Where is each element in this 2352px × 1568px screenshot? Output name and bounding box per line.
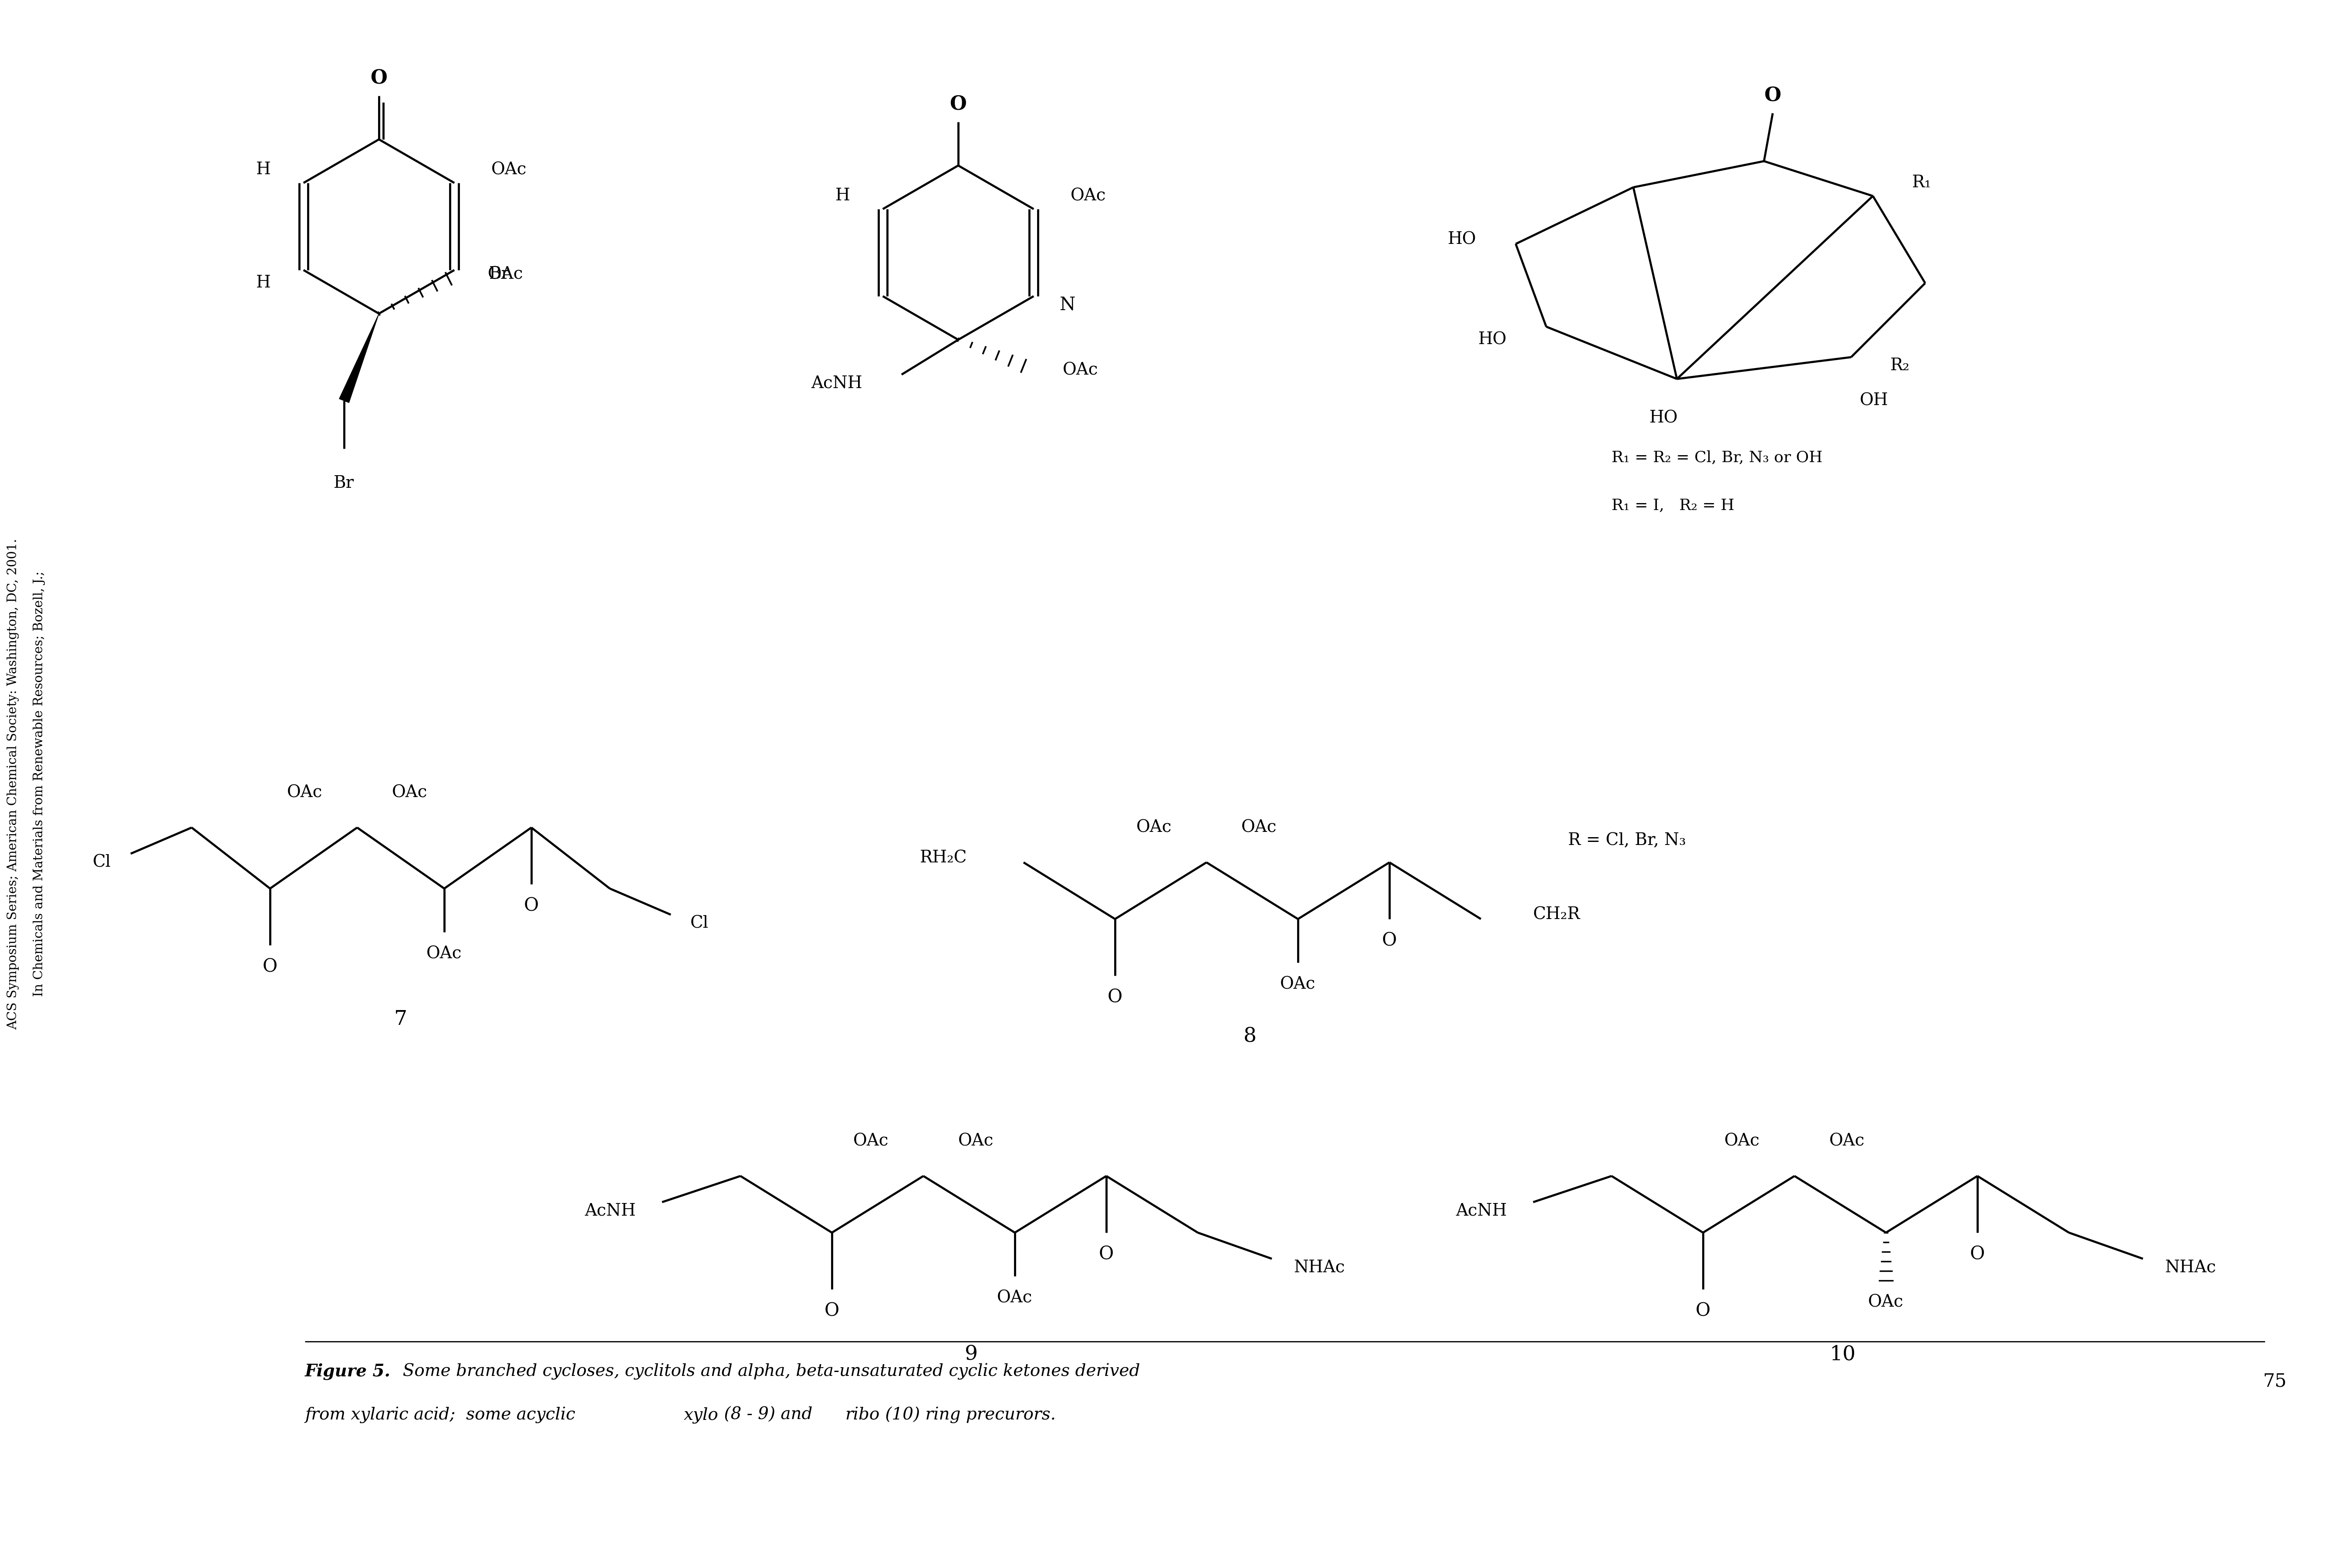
Text: (8 - 9) and: (8 - 9) and — [720, 1406, 818, 1424]
Text: O: O — [1764, 86, 1780, 105]
Text: AcNH: AcNH — [586, 1203, 635, 1218]
Text: OAc: OAc — [426, 946, 461, 961]
Text: from xylaric acid;  some acyclic: from xylaric acid; some acyclic — [306, 1406, 581, 1424]
Text: NHAc: NHAc — [1294, 1259, 1345, 1275]
Text: ribo: ribo — [844, 1406, 880, 1424]
Text: O: O — [1971, 1245, 1985, 1264]
Text: AcNH: AcNH — [811, 375, 863, 392]
Text: H: H — [835, 188, 849, 204]
Text: R₁: R₁ — [1912, 176, 1931, 191]
Text: Br: Br — [334, 475, 355, 491]
Text: O: O — [1383, 931, 1397, 950]
Text: AcNH: AcNH — [1456, 1203, 1508, 1218]
Text: OAc: OAc — [1063, 362, 1098, 378]
Text: HO: HO — [1649, 411, 1677, 426]
Text: OAc: OAc — [1070, 188, 1105, 204]
Text: O: O — [950, 96, 967, 114]
Text: HO: HO — [1479, 332, 1508, 348]
Text: OAc: OAc — [1867, 1294, 1903, 1311]
Text: OAc: OAc — [854, 1134, 889, 1149]
Text: OAc: OAc — [287, 784, 322, 801]
Text: OAc: OAc — [1830, 1134, 1865, 1149]
Text: OAc: OAc — [1242, 820, 1277, 836]
Text: 75: 75 — [2263, 1372, 2286, 1391]
Text: OAc: OAc — [997, 1290, 1033, 1306]
Text: R₁ = I,   R₂ = H: R₁ = I, R₂ = H — [1611, 499, 1733, 513]
Text: O: O — [826, 1301, 840, 1320]
Text: ACS Symposium Series; American Chemical Society: Washington, DC, 2001.: ACS Symposium Series; American Chemical … — [7, 538, 19, 1030]
Text: Figure 5.: Figure 5. — [306, 1363, 390, 1380]
Text: O: O — [524, 897, 539, 916]
Text: OAc: OAc — [487, 267, 522, 282]
Text: Some branched cycloses, cyclitols and alpha, beta-unsaturated cyclic ketones der: Some branched cycloses, cyclitols and al… — [393, 1363, 1141, 1380]
Text: NHAc: NHAc — [2164, 1259, 2216, 1275]
Text: R = Cl, Br, N₃: R = Cl, Br, N₃ — [1569, 833, 1686, 848]
Text: R₁ = R₂ = Cl, Br, N₃ or OH: R₁ = R₂ = Cl, Br, N₃ or OH — [1611, 450, 1823, 464]
Text: OAc: OAc — [1279, 977, 1315, 993]
Text: OAc: OAc — [957, 1134, 993, 1149]
Text: OAc: OAc — [393, 784, 428, 801]
Text: O: O — [372, 69, 388, 88]
Text: CH₂R: CH₂R — [1534, 906, 1581, 922]
Text: O: O — [263, 958, 278, 975]
Text: R₂: R₂ — [1891, 358, 1910, 373]
Text: Cl: Cl — [92, 855, 111, 870]
Text: OAc: OAc — [492, 162, 527, 177]
Text: 9: 9 — [964, 1345, 978, 1364]
Text: N: N — [1061, 296, 1075, 314]
Text: OAc: OAc — [1724, 1134, 1759, 1149]
Text: In Chemicals and Materials from Renewable Resources; Bozell, J.;: In Chemicals and Materials from Renewabl… — [33, 571, 45, 997]
Text: H: H — [256, 162, 270, 177]
Text: xylo: xylo — [684, 1406, 717, 1424]
Text: O: O — [1696, 1301, 1710, 1320]
Text: OAc: OAc — [1136, 820, 1171, 836]
Text: O: O — [1098, 1245, 1115, 1264]
Text: (10) ring precurors.: (10) ring precurors. — [880, 1406, 1056, 1424]
Text: HO: HO — [1449, 232, 1477, 248]
Text: Br: Br — [489, 267, 510, 282]
Text: OH: OH — [1860, 392, 1889, 409]
Text: H: H — [256, 274, 270, 292]
Text: RH₂C: RH₂C — [920, 850, 967, 866]
Text: 8: 8 — [1244, 1027, 1256, 1046]
Text: 10: 10 — [1830, 1345, 1856, 1364]
Polygon shape — [339, 314, 379, 403]
Text: 7: 7 — [395, 1010, 407, 1029]
Text: Cl: Cl — [691, 916, 708, 931]
Text: O: O — [1108, 988, 1122, 1007]
